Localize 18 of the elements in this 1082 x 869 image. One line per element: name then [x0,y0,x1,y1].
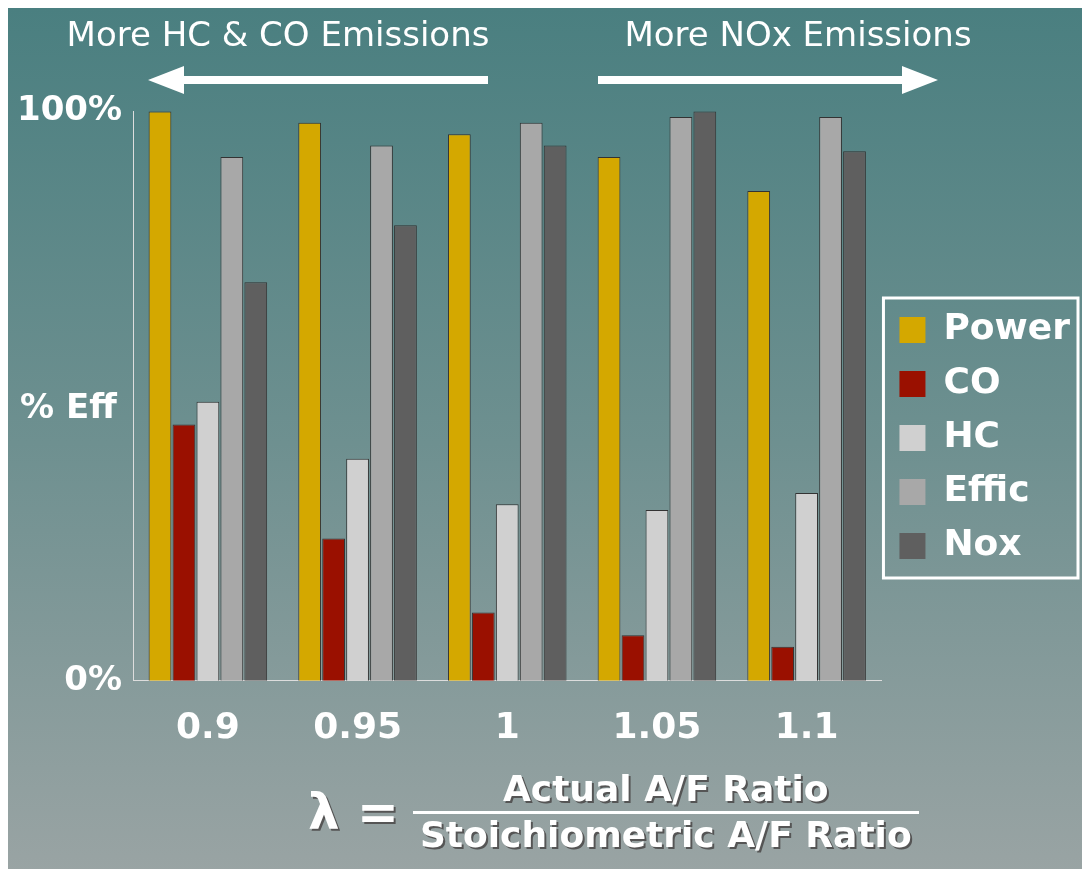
x-tick-label: 0.9 [175,704,240,746]
y-tick-label: 100% [16,88,123,129]
y-axis-title: % Eff [20,386,117,426]
legend-label: Effic [943,468,1030,510]
y-tick-label: 0% [64,657,123,698]
x-tick-label: 0.95 [313,704,402,746]
x-tick-label: 1 [494,704,520,746]
legend-label: CO [943,360,1001,402]
text: More NOx Emissions [623,14,973,54]
text: Actual A/F Ratio [412,768,919,814]
text: Stoichiometric A/F Ratio [419,814,912,855]
legend-label: Power [943,306,1071,348]
x-tick-label: 1.05 [612,704,702,746]
x-tick-label: 1.1 [774,704,839,746]
legend-label: Nox [943,522,1022,564]
text: More HC & CO Emissions [65,14,491,54]
x-axis-title: λ = [308,782,399,841]
legend-label: HC [943,414,1001,456]
